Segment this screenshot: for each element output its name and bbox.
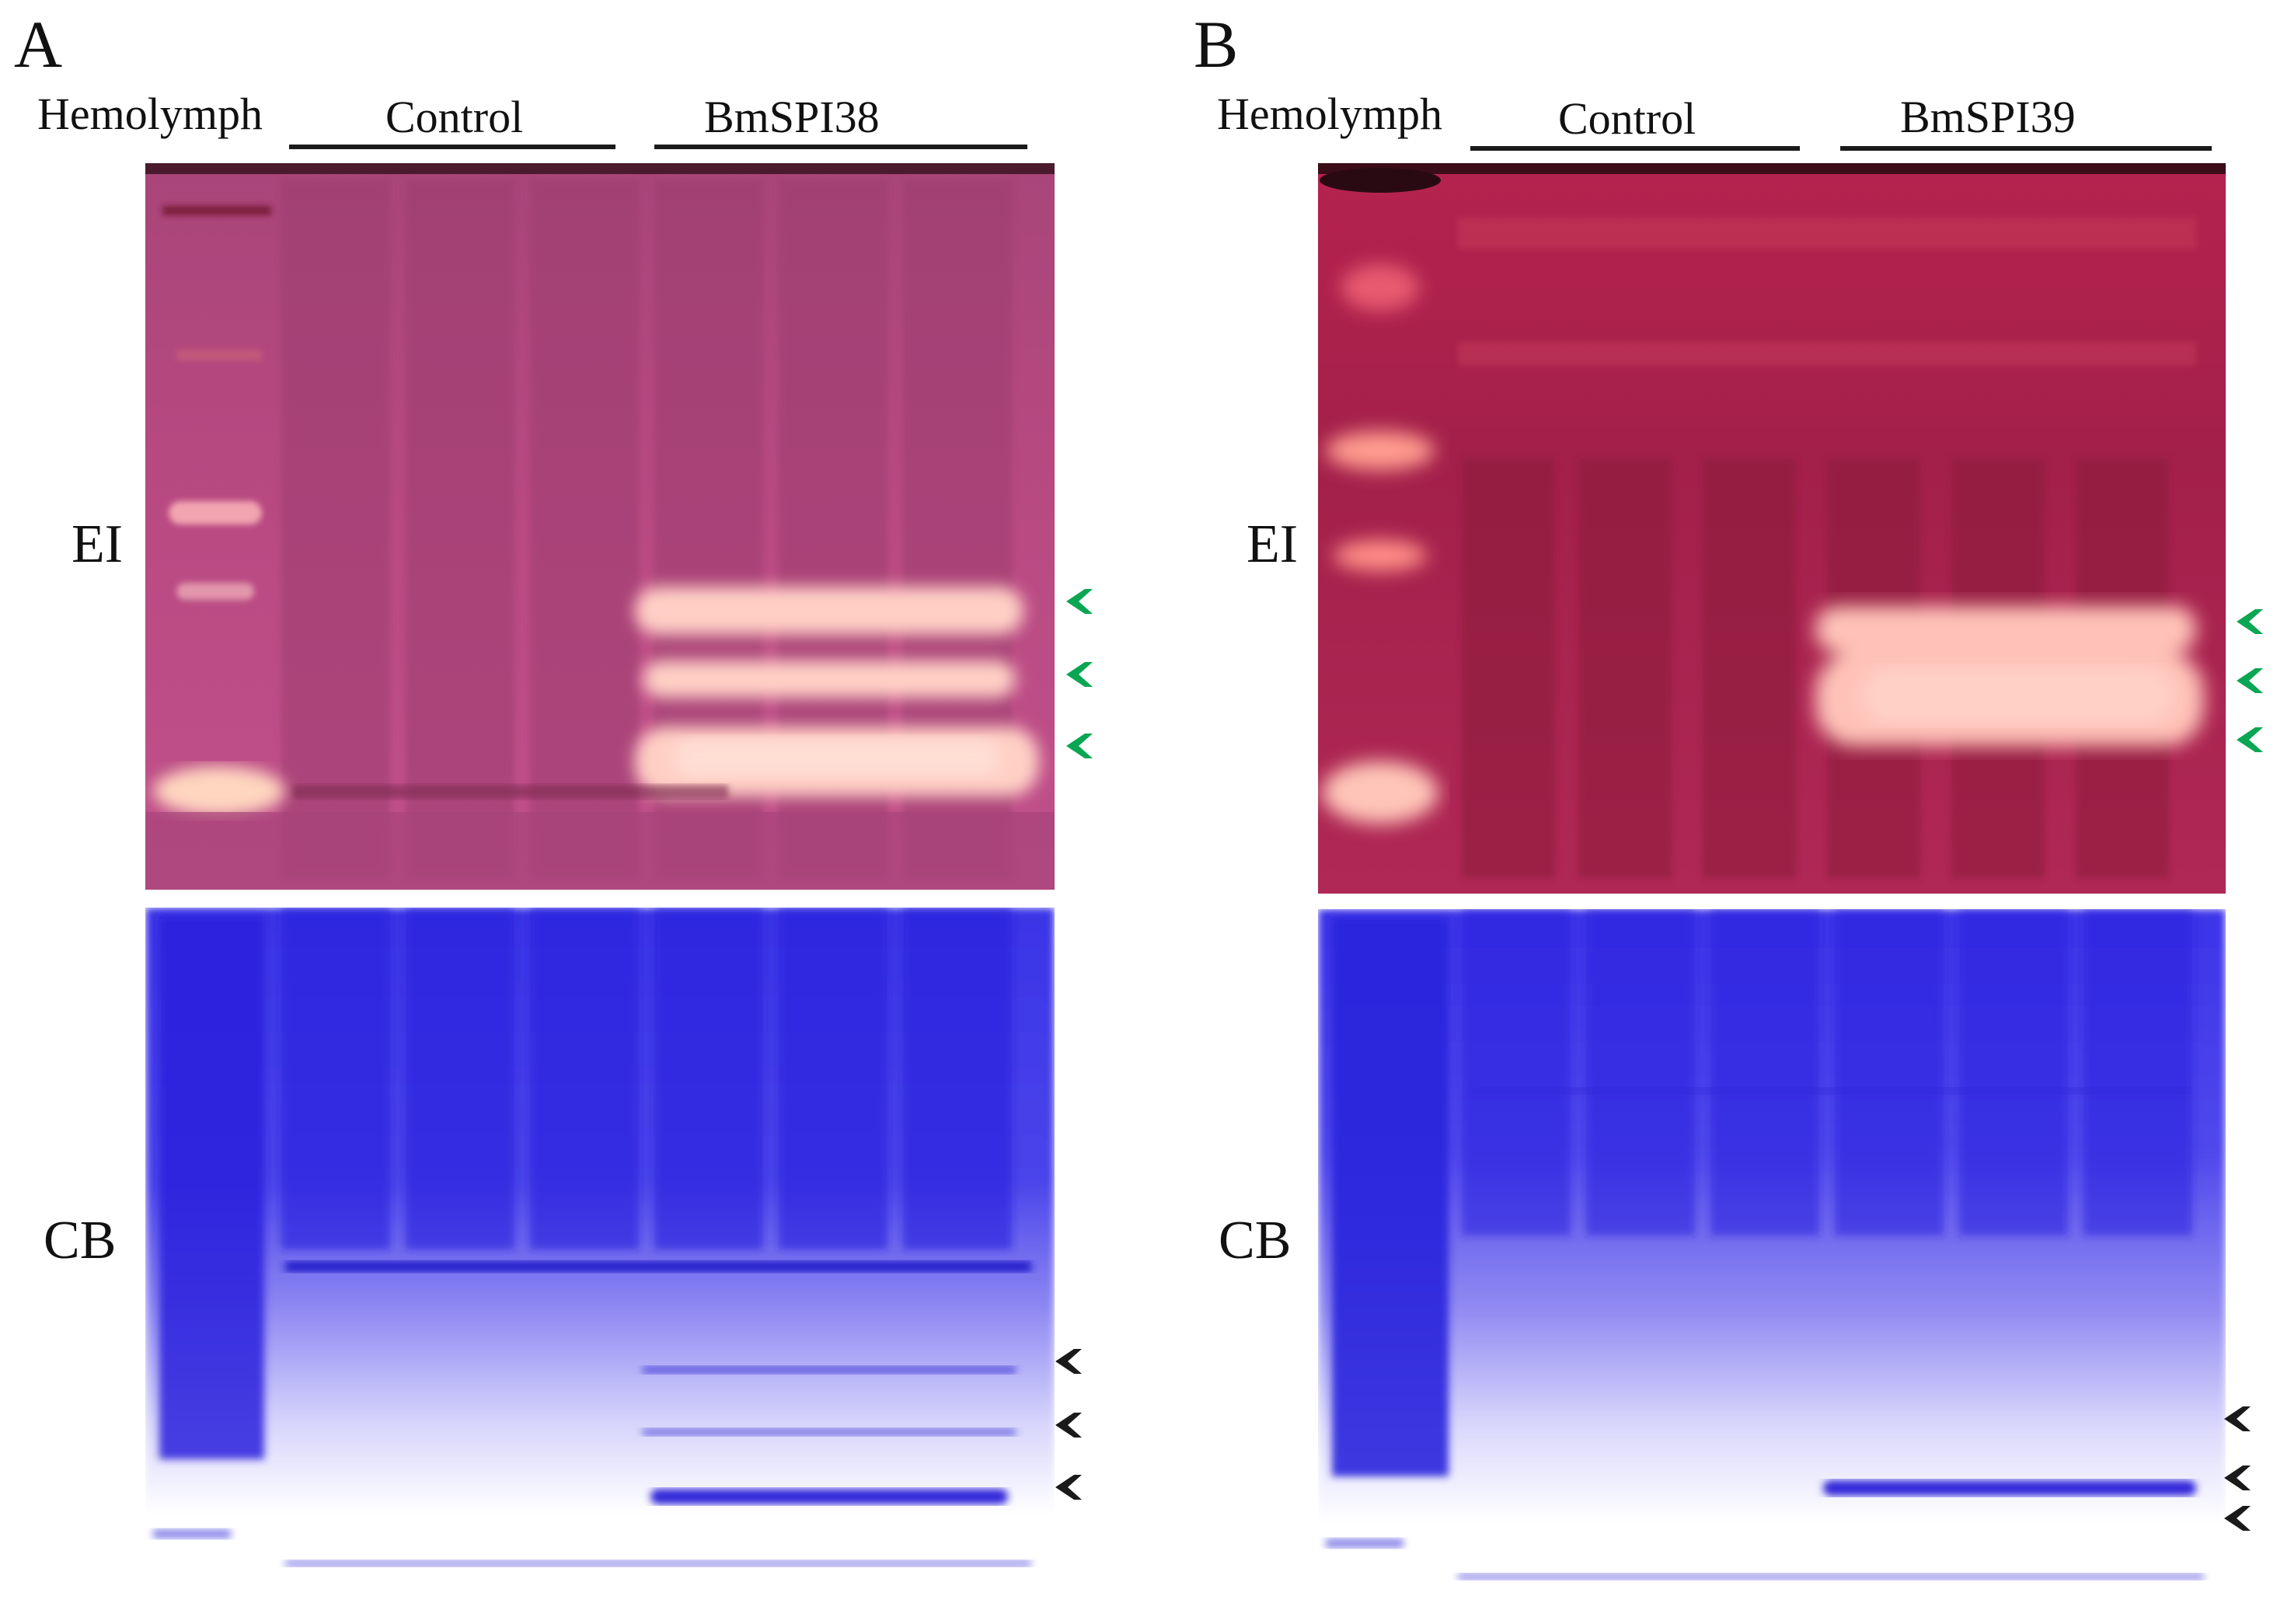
- chevron-left-icon: [1062, 730, 1096, 761]
- chevron-left-icon: [2219, 1503, 2254, 1534]
- group-label-treatment: BmSPI39: [1900, 92, 2076, 142]
- chevron-left-icon: [1051, 1346, 1085, 1377]
- lane-label-hemolymph: Hemolymph: [1217, 89, 1442, 139]
- group-label-control: Control: [1558, 93, 1696, 144]
- group-underline-treatment: [1840, 146, 2212, 151]
- group-underline-treatment: [654, 145, 1027, 149]
- group-label-control: Control: [385, 92, 524, 142]
- row-label-cb: CB: [44, 1211, 117, 1270]
- chevron-left-icon: [1051, 1472, 1085, 1503]
- group-underline-control: [1470, 146, 1800, 151]
- cb-gel-image: [1318, 909, 2226, 1593]
- row-label-cb: CB: [1219, 1211, 1292, 1270]
- row-label-ei: EI: [1247, 514, 1299, 574]
- chevron-left-icon: [1062, 586, 1096, 617]
- chevron-left-icon: [2232, 606, 2266, 637]
- chevron-left-icon: [2219, 1403, 2254, 1434]
- ei-gel-image: [1318, 163, 2226, 894]
- row-label-ei: EI: [71, 514, 124, 574]
- panel-letter: A: [14, 7, 63, 82]
- cb-gel-image: [145, 908, 1055, 1587]
- group-label-treatment: BmSPI38: [704, 92, 880, 142]
- lane-label-hemolymph: Hemolymph: [37, 89, 263, 139]
- group-underline-control: [289, 145, 615, 149]
- panel-letter: B: [1194, 7, 1239, 82]
- chevron-left-icon: [1062, 659, 1096, 690]
- ei-gel-image: [145, 163, 1055, 890]
- chevron-left-icon: [2232, 665, 2266, 696]
- chevron-left-icon: [1051, 1410, 1085, 1441]
- chevron-left-icon: [2219, 1462, 2254, 1493]
- chevron-left-icon: [2232, 724, 2266, 755]
